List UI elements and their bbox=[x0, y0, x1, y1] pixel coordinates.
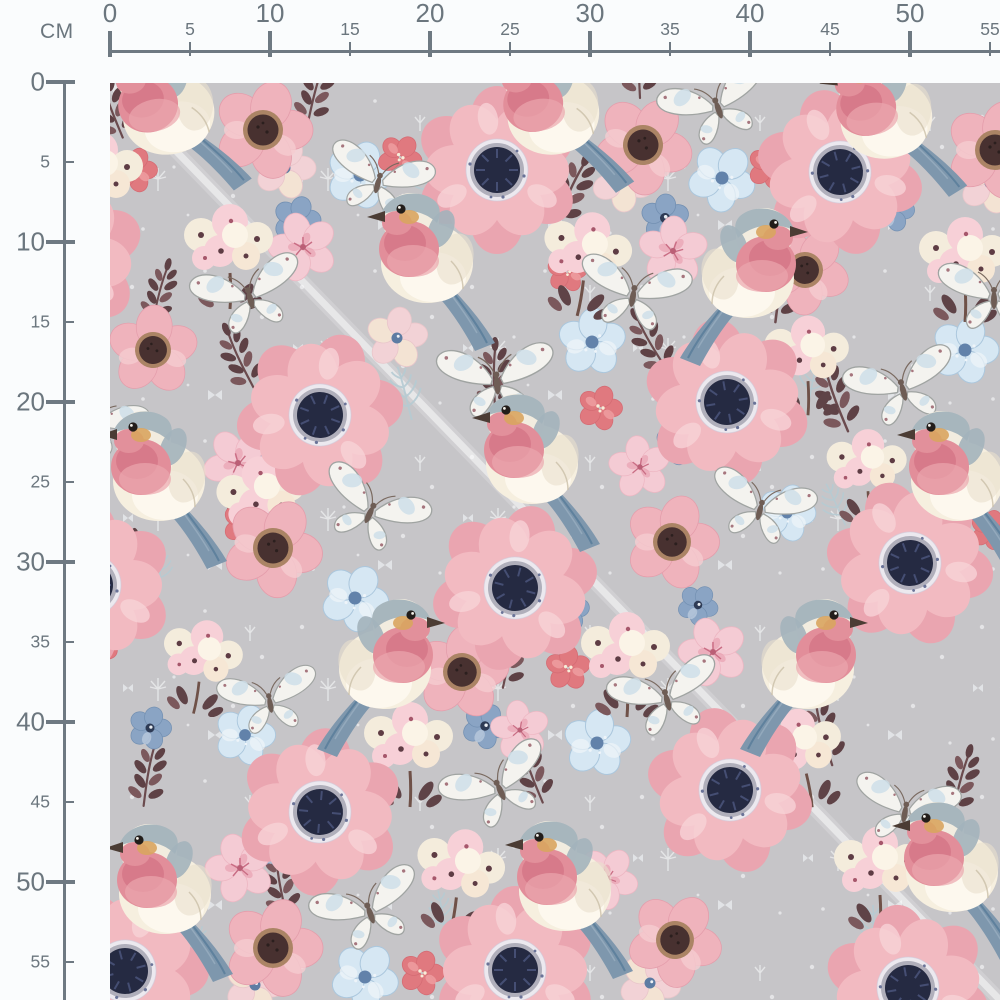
left-ruler-line bbox=[63, 82, 66, 1000]
top-ruler-tick bbox=[108, 31, 112, 57]
top-ruler-tick bbox=[188, 42, 192, 56]
top-ruler-line bbox=[110, 50, 1000, 53]
left-ruler-tick bbox=[63, 960, 74, 964]
left-ruler-label: 50 bbox=[16, 866, 45, 897]
left-ruler: 0 5 10 15 20 25 30 35 40 45 50 55 bbox=[0, 0, 110, 1000]
top-ruler-label: 40 bbox=[735, 0, 765, 28]
top-ruler-tick bbox=[748, 31, 752, 57]
top-ruler-label: 0 bbox=[102, 0, 118, 28]
top-ruler-label: 10 bbox=[255, 0, 285, 28]
top-ruler-label: 55 bbox=[980, 19, 1000, 39]
fabric-swatch[interactable] bbox=[110, 83, 1000, 1000]
left-ruler-label: 20 bbox=[16, 386, 45, 417]
left-ruler-label: 35 bbox=[30, 631, 50, 652]
left-ruler-tick bbox=[63, 640, 74, 644]
top-ruler-tick bbox=[988, 42, 992, 56]
top-ruler-tick bbox=[828, 42, 832, 56]
left-ruler-tick bbox=[46, 880, 75, 884]
top-ruler-tick bbox=[348, 42, 352, 56]
left-ruler-label: 30 bbox=[16, 546, 45, 577]
top-ruler: 0 5 10 15 20 25 30 35 40 45 50 55 bbox=[0, 0, 1000, 83]
fabric-pattern-layer bbox=[110, 83, 1000, 1000]
left-ruler-tick bbox=[46, 400, 75, 404]
top-ruler-tick bbox=[268, 31, 272, 57]
top-ruler-tick bbox=[908, 31, 912, 57]
left-ruler-label: 5 bbox=[40, 151, 50, 172]
top-ruler-label: 15 bbox=[340, 19, 360, 39]
left-ruler-label: 15 bbox=[30, 311, 50, 332]
top-ruler-label: 35 bbox=[660, 19, 680, 39]
top-ruler-tick bbox=[508, 42, 512, 56]
top-ruler-tick bbox=[588, 31, 592, 57]
left-ruler-tick bbox=[46, 720, 75, 724]
left-ruler-label: 25 bbox=[30, 471, 50, 492]
ruler-unit-label: CM bbox=[40, 20, 74, 43]
left-ruler-tick bbox=[46, 560, 75, 564]
top-ruler-label: 20 bbox=[415, 0, 445, 28]
top-ruler-label: 30 bbox=[575, 0, 605, 28]
top-ruler-label: 50 bbox=[895, 0, 925, 28]
left-ruler-tick bbox=[46, 240, 75, 244]
top-ruler-label: 45 bbox=[820, 19, 840, 39]
left-ruler-label: 10 bbox=[16, 226, 45, 257]
left-ruler-label: 40 bbox=[16, 706, 45, 737]
left-ruler-label: 0 bbox=[30, 66, 45, 97]
top-ruler-label: 5 bbox=[185, 19, 195, 39]
left-ruler-tick bbox=[63, 480, 74, 484]
left-ruler-tick bbox=[63, 160, 74, 164]
left-ruler-tick bbox=[46, 80, 75, 84]
top-ruler-label: 25 bbox=[500, 19, 520, 39]
top-ruler-tick bbox=[668, 42, 672, 56]
left-ruler-label: 55 bbox=[30, 951, 50, 972]
top-ruler-tick bbox=[428, 31, 432, 57]
left-ruler-tick bbox=[63, 800, 74, 804]
left-ruler-tick bbox=[63, 320, 74, 324]
left-ruler-label: 45 bbox=[30, 791, 50, 812]
